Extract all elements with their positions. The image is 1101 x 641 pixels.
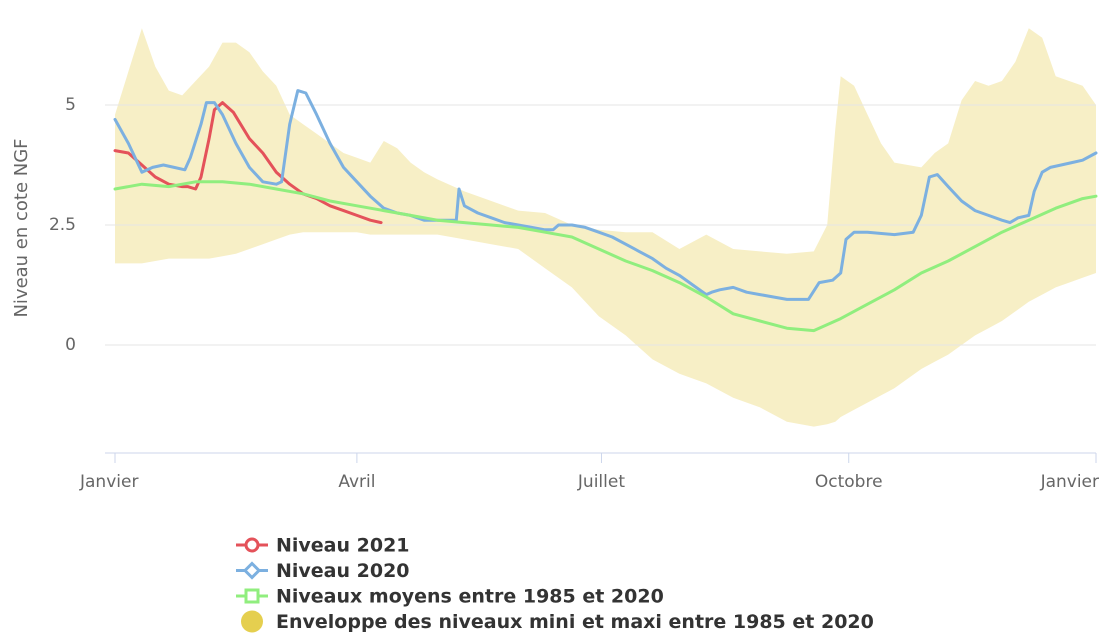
area-layer (115, 28, 1096, 427)
legend-marker (244, 588, 260, 604)
y-tick-label: 0 (65, 335, 76, 355)
line-layer (113, 89, 1098, 333)
x-tick-label: Octobre (815, 472, 883, 492)
y-tick-label: 5 (65, 95, 76, 115)
legend-marker (241, 610, 263, 633)
label-layer: 0 2.5 5 Janvier Avril Juillet Octobre Janvier Ni… (49, 95, 1099, 633)
legend-label: Niveau 2021 (276, 535, 410, 557)
legend-marker (244, 537, 260, 553)
legend-marker (242, 561, 262, 580)
legend-label: Niveau 2020 (276, 560, 410, 582)
x-tick-label: Avril (338, 472, 375, 492)
x-tick-label: Janvier (79, 472, 138, 492)
series-line (113, 89, 1098, 301)
y-axis-label: Niveau en cote NGF (11, 138, 32, 317)
grid-layer (105, 104, 1097, 463)
series-line (113, 180, 1098, 333)
x-tick-label: Juillet (577, 472, 625, 492)
range-area (115, 28, 1096, 427)
series-line (113, 101, 383, 225)
x-tick-label: Janvier (1040, 472, 1099, 492)
y-tick-label: 2.5 (49, 215, 76, 235)
legend-label: Niveaux moyens entre 1985 et 2020 (276, 586, 664, 608)
legend-label: Enveloppe des niveaux mini et maxi entre… (276, 611, 874, 633)
